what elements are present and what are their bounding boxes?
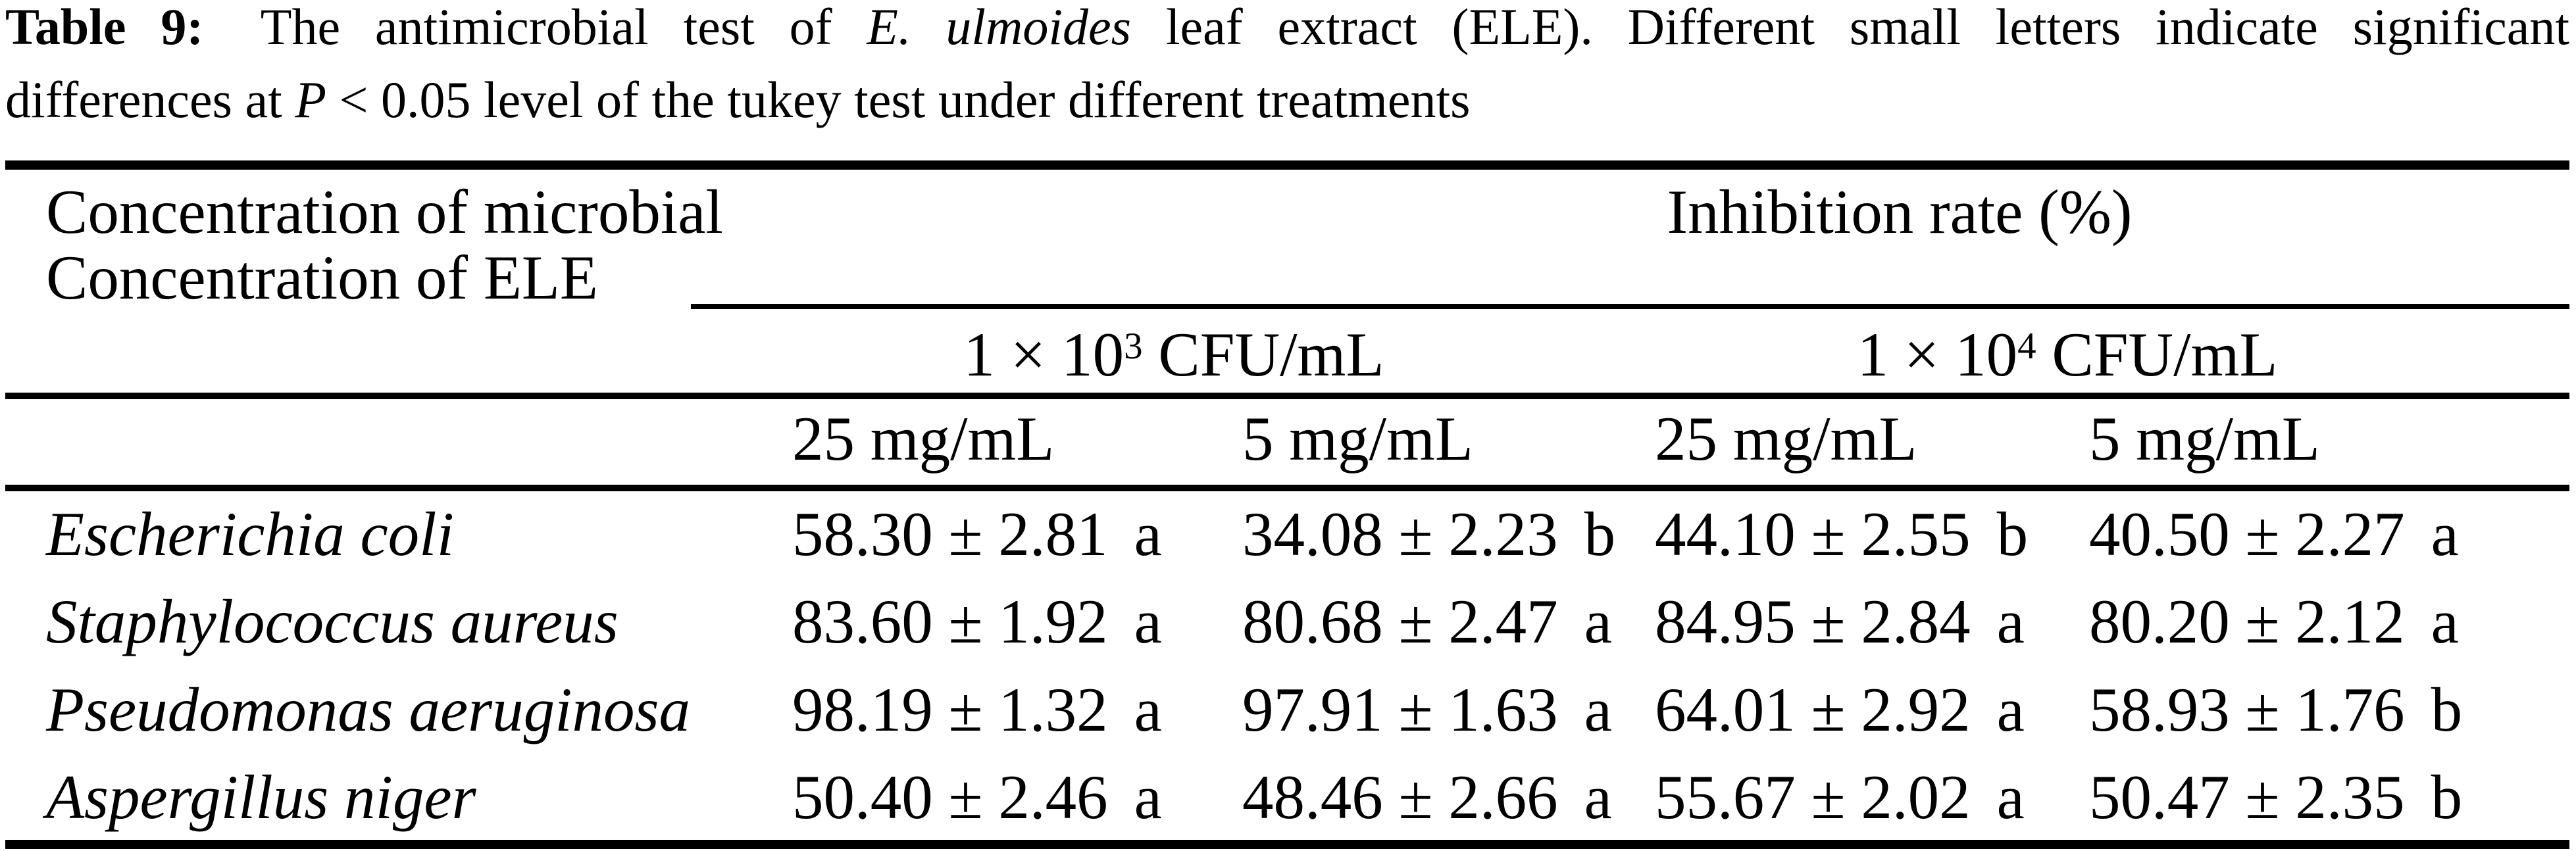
significance-letter: a <box>1584 675 1612 744</box>
value-cell: 80.68 ± 2.47 a <box>1242 591 1612 653</box>
value-cell: 58.93 ± 1.76 b <box>2089 679 2462 741</box>
value-cell: 50.47 ± 2.35 b <box>2089 766 2462 829</box>
cfu-group-header-row: 1 × 103 CFU/mL 1 × 104 CFU/mL <box>0 324 2576 396</box>
cfu-2-unit: CFU/mL <box>2036 320 2278 389</box>
significance-letter: a <box>2431 499 2459 569</box>
dose-header-row: 25 mg/mL 5 mg/mL 25 mg/mL 5 mg/mL <box>0 408 2576 480</box>
significance-letter: a <box>1134 675 1162 744</box>
value-cell: 50.40 ± 2.46 a <box>792 766 1162 829</box>
caption-line-1: Table 9: The antimicrobial test of E. ul… <box>5 0 2569 63</box>
value-cell: 80.20 ± 2.12 a <box>2089 591 2459 653</box>
cfu-2-exponent: 4 <box>2017 326 2036 368</box>
caption-p-symbol: P <box>295 71 326 128</box>
caption-text-4: < 0.05 level of the tukey test under dif… <box>326 71 1471 128</box>
header-row-1: Concentration of microbial Inhibition ra… <box>0 181 2576 253</box>
species-name: Escherichia coli <box>46 499 454 569</box>
significance-letter: b <box>2431 762 2463 832</box>
species-name: Aspergillus niger <box>46 762 476 832</box>
caption-text-3: differences at <box>5 71 295 128</box>
value-number: 80.20 ± 2.12 <box>2089 587 2405 656</box>
value-number: 58.93 ± 1.76 <box>2089 675 2405 744</box>
table-row: Staphylococcus aureus 83.60 ± 1.92 a 80.6… <box>0 591 2576 663</box>
value-cell: 55.67 ± 2.02 a <box>1655 766 2025 829</box>
dose-col-header-2: 5 mg/mL <box>1242 404 1473 474</box>
stub-header-line-2: Concentration of ELE <box>46 243 598 312</box>
dose-col-header-3: 25 mg/mL <box>1655 404 1917 474</box>
stub-header-line-1: Concentration of microbial <box>46 177 723 247</box>
species-name: Pseudomonas aeruginosa <box>46 675 690 744</box>
value-number: 50.47 ± 2.35 <box>2089 762 2405 832</box>
value-number: 84.95 ± 2.84 <box>1655 587 1971 656</box>
value-number: 34.08 ± 2.23 <box>1242 499 1558 569</box>
value-cell: 64.01 ± 2.92 a <box>1655 679 2025 741</box>
table-top-rule <box>5 160 2569 170</box>
value-number: 64.01 ± 2.92 <box>1655 675 1971 744</box>
value-number: 80.68 ± 2.47 <box>1242 587 1558 656</box>
value-number: 97.91 ± 1.63 <box>1242 675 1558 744</box>
value-cell: 48.46 ± 2.66 a <box>1242 766 1612 829</box>
significance-letter: a <box>1996 675 2025 744</box>
caption-table-number: Table 9: <box>5 0 204 55</box>
cfu-1-base: 1 × 10 <box>963 320 1124 389</box>
value-number: 44.10 ± 2.55 <box>1655 499 1971 569</box>
caption-text-2: leaf extract (ELE). Different small lett… <box>1131 0 2569 55</box>
significance-letter: a <box>1584 587 1612 656</box>
species-name: Staphylococcus aureus <box>46 587 619 656</box>
inhibition-span-rule <box>691 304 2569 309</box>
significance-letter: a <box>1134 499 1162 569</box>
value-number: 50.40 ± 2.46 <box>792 762 1108 832</box>
significance-letter: b <box>1584 499 1616 569</box>
caption-species-name: E. ulmoides <box>867 0 1132 55</box>
significance-letter: a <box>1996 587 2025 656</box>
table-bottom-rule <box>5 840 2569 849</box>
dose-row-bottom-rule <box>5 485 2569 491</box>
cfu-2-base: 1 × 10 <box>1857 320 2018 389</box>
value-cell: 34.08 ± 2.23 b <box>1242 503 1615 566</box>
inhibition-rate-header: Inhibition rate (%) <box>1667 177 2133 247</box>
value-cell: 97.91 ± 1.63 a <box>1242 679 1612 741</box>
significance-letter: b <box>1996 499 2029 569</box>
value-number: 40.50 ± 2.27 <box>2089 499 2405 569</box>
value-number: 55.67 ± 2.02 <box>1655 762 1971 832</box>
cfu-group-2-header: 1 × 104 CFU/mL <box>1857 324 2278 386</box>
value-cell: 84.95 ± 2.84 a <box>1655 591 2025 653</box>
significance-letter: a <box>1134 587 1162 656</box>
table-row: Aspergillus niger 50.40 ± 2.46 a 48.46 ± … <box>0 766 2576 839</box>
value-cell: 98.19 ± 1.32 a <box>792 679 1162 741</box>
cfu-1-exponent: 3 <box>1124 326 1143 368</box>
value-number: 98.19 ± 1.32 <box>792 675 1108 744</box>
value-cell: 58.30 ± 2.81 a <box>792 503 1162 566</box>
value-cell: 44.10 ± 2.55 b <box>1655 503 2028 566</box>
value-cell: 40.50 ± 2.27 a <box>2089 503 2459 566</box>
header-row-2: Concentration of ELE <box>0 247 2576 319</box>
significance-letter: a <box>1996 762 2025 832</box>
value-number: 83.60 ± 1.92 <box>792 587 1108 656</box>
caption-text-1: The antimicrobial test of <box>226 0 867 55</box>
dose-col-header-1: 25 mg/mL <box>792 404 1055 474</box>
table-row: Pseudomonas aeruginosa 98.19 ± 1.32 a 97.… <box>0 679 2576 751</box>
value-number: 48.46 ± 2.66 <box>1242 762 1558 832</box>
table-caption: Table 9: The antimicrobial test of E. ul… <box>5 0 2569 136</box>
significance-letter: b <box>2431 675 2463 744</box>
value-number: 58.30 ± 2.81 <box>792 499 1108 569</box>
value-cell: 83.60 ± 1.92 a <box>792 591 1162 653</box>
significance-letter: a <box>1584 762 1612 832</box>
cfu-1-unit: CFU/mL <box>1142 320 1384 389</box>
cfu-group-1-header: 1 × 103 CFU/mL <box>964 324 1384 386</box>
cfu-row-bottom-rule <box>5 393 2569 399</box>
significance-letter: a <box>2431 587 2459 656</box>
caption-line-2: differences at P < 0.05 level of the tuk… <box>5 63 2569 136</box>
dose-col-header-4: 5 mg/mL <box>2089 404 2320 474</box>
table-row: Escherichia coli 58.30 ± 2.81 a 34.08 ± 2… <box>0 503 2576 575</box>
significance-letter: a <box>1134 762 1162 832</box>
